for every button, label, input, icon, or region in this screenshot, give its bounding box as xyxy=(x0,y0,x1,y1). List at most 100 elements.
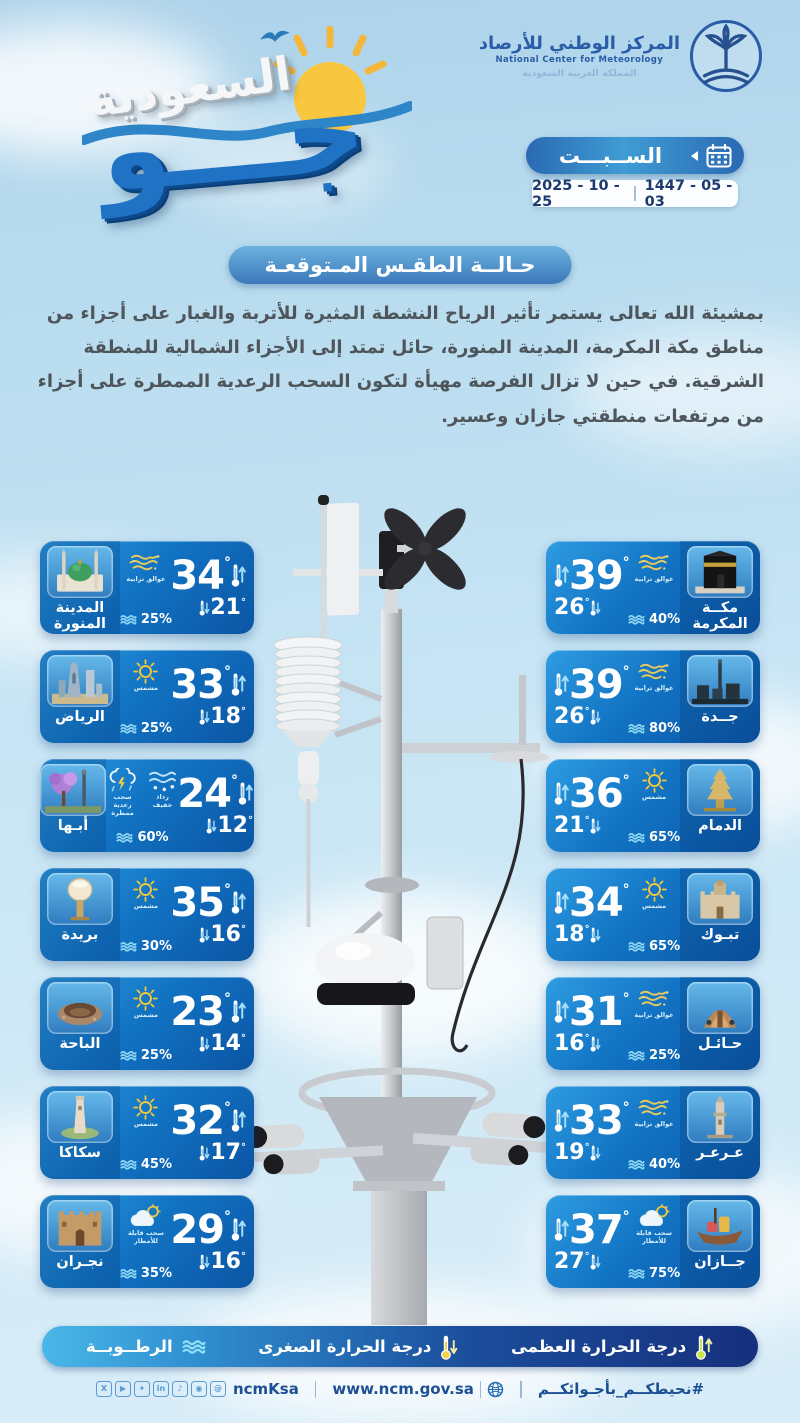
min-temp-value: 26 xyxy=(554,703,585,729)
max-temp-up-arrow-icon xyxy=(554,1211,569,1244)
min-temp-value: 26 xyxy=(554,594,585,620)
max-temp-row: 32 ° xyxy=(170,1100,246,1141)
forecast-title: حـالــة الطقـس المـتوقعـة xyxy=(228,246,572,284)
forecast-text: بمشيئة الله تعالى يستمر تأثير الرياح الن… xyxy=(37,303,764,427)
x-icon[interactable]: X xyxy=(95,1381,112,1397)
tiktok-icon[interactable]: ♪ xyxy=(171,1381,188,1397)
degree-symbol: ° xyxy=(231,772,238,789)
city-card-buraidah: بريدة مشمس 30% 35 ° 16 ° xyxy=(40,868,254,961)
condition-icons: مشمس xyxy=(129,1095,162,1129)
rain_sun-weather-icon xyxy=(129,1204,162,1229)
legend-bar: درجة الحرارة العظمى درجة الحرارة الصغرى … xyxy=(42,1326,758,1367)
instagram-icon[interactable]: ◉ xyxy=(190,1381,207,1397)
jeddah-landmark-icon xyxy=(687,655,754,707)
degree-symbol: ° xyxy=(241,923,246,935)
min-temp-row: 14 ° xyxy=(172,1030,246,1056)
hijri-date: 1447 - 05 - 03 xyxy=(644,177,733,210)
min-temp-value: 27 xyxy=(554,1248,585,1274)
sun-condition: مشمس xyxy=(638,877,671,911)
sun-condition: مشمس xyxy=(129,986,162,1020)
humidity-row: 30% xyxy=(120,939,172,954)
max-temp-value: 34 xyxy=(170,552,225,599)
condition-block: مشمس 30% xyxy=(120,868,172,961)
city-card-riyadh: الرياض مشمس 25% 33 ° 18 ° xyxy=(40,650,254,743)
condition-block: سحب قابلة للأمطار 35% xyxy=(120,1195,172,1288)
wind-vane-icon xyxy=(293,495,383,686)
dust-weather-icon xyxy=(638,986,671,1011)
humidity-icon xyxy=(116,832,133,843)
social-handle[interactable]: ncmKsa xyxy=(232,1380,299,1398)
humidity-icon xyxy=(628,614,645,625)
degree-symbol: ° xyxy=(584,1141,590,1153)
max-temp-row: 29 ° xyxy=(170,1209,246,1250)
city-name: الرياض xyxy=(55,709,105,725)
saudia-weather-logo: السعودية جـــو xyxy=(79,8,432,238)
condition-icons: سحب قابلة للأمطار xyxy=(631,1204,677,1246)
max-temp-row: 23 ° xyxy=(170,988,246,1035)
youtube-icon[interactable]: ▶ xyxy=(114,1381,131,1397)
globe-icon xyxy=(487,1381,504,1398)
humidity-value: 35% xyxy=(140,1266,172,1281)
min-temp-value: 21 xyxy=(554,812,585,838)
boat-landmark-icon xyxy=(687,1200,754,1252)
degree-symbol: ° xyxy=(622,881,630,898)
city-name: الدمام xyxy=(698,818,742,834)
min-temp-value: 16 xyxy=(210,921,241,947)
max-temp-value: 23 xyxy=(170,988,225,1035)
max-temp-value: 35 xyxy=(170,879,225,926)
wave-swoosh-icon xyxy=(79,94,415,154)
min-temp-value: 14 xyxy=(210,1030,241,1056)
condition-label: عوالق ترابية xyxy=(634,1011,674,1019)
legend-min-temp: درجة الحرارة الصغرى xyxy=(258,1334,459,1360)
min-temp-down-arrow-icon xyxy=(590,706,601,727)
rain_sun-condition: سحب قابلة للأمطار xyxy=(123,1204,169,1246)
website-url[interactable]: www.ncm.gov.sa xyxy=(332,1380,474,1398)
condition-icons: مشمس xyxy=(129,986,162,1020)
max-thermometer-icon xyxy=(694,1334,714,1360)
ncm-name-english: National Center for Meteorology xyxy=(495,55,664,65)
sun-condition: مشمس xyxy=(129,877,162,911)
condition-block: عوالق ترابية 25% xyxy=(628,977,680,1070)
min-temp-value: 17 xyxy=(210,1139,241,1165)
humidity-value: 80% xyxy=(649,721,681,736)
weather-station-illustration xyxy=(235,493,565,1325)
condition-icons: سحب قابلة للأمطار xyxy=(123,1204,169,1246)
website-link[interactable]: www.ncm.gov.sa xyxy=(332,1380,504,1398)
condition-block: مشمس 65% xyxy=(628,868,680,961)
humidity-value: 75% xyxy=(649,1266,681,1281)
humidity-value: 40% xyxy=(649,612,681,627)
humidity-value: 65% xyxy=(649,830,681,845)
min-temp-value: 12 xyxy=(217,812,248,838)
degree-symbol: ° xyxy=(584,596,590,608)
date-banner: الســبـــت xyxy=(526,137,744,174)
degree-symbol: ° xyxy=(248,814,253,826)
temperature-block: 34 ° 18 ° xyxy=(546,868,630,961)
city-card-tabuk: تبـوك مشمس 65% 34 ° 18 ° xyxy=(546,868,760,961)
legend-max-label: درجة الحرارة العظمى xyxy=(510,1337,687,1356)
city-card-jeddah: جــدة عوالق ترابية 80% 39 ° 26 ° xyxy=(546,650,760,743)
tabuk-landmark-icon xyxy=(687,873,754,925)
legend-min-label: درجة الحرارة الصغرى xyxy=(258,1337,432,1356)
degree-symbol: ° xyxy=(241,1250,246,1262)
condition-label: مشمس xyxy=(133,1120,159,1128)
condition-label: مشمس xyxy=(133,1011,159,1019)
temperature-block: 34 ° 21 ° xyxy=(170,541,254,634)
temperature-block: 36 ° 21 ° xyxy=(546,759,630,852)
max-temp-row: 33 ° xyxy=(170,664,246,705)
anemometer-propeller-icon xyxy=(384,508,466,590)
city-name: أبـها xyxy=(57,818,89,834)
cloud-decoration xyxy=(570,330,800,450)
rain_sun-condition: سحب قابلة للأمطار xyxy=(631,1204,677,1246)
max-temp-row: 39 ° xyxy=(554,664,630,705)
humidity-value: 25% xyxy=(140,612,172,627)
calendar-icon xyxy=(706,143,732,168)
city-name: جــدة xyxy=(701,709,739,725)
humidity-icon xyxy=(120,1050,137,1061)
drizzle-weather-icon xyxy=(146,768,179,793)
dust-weather-icon xyxy=(638,550,671,575)
condition-block: مشمس 45% xyxy=(120,1086,172,1179)
city-name: حـائـل xyxy=(697,1036,743,1052)
snapchat-icon[interactable]: ✦ xyxy=(133,1381,150,1397)
degree-symbol: ° xyxy=(224,990,231,1007)
linkedin-icon[interactable]: in xyxy=(152,1381,169,1397)
